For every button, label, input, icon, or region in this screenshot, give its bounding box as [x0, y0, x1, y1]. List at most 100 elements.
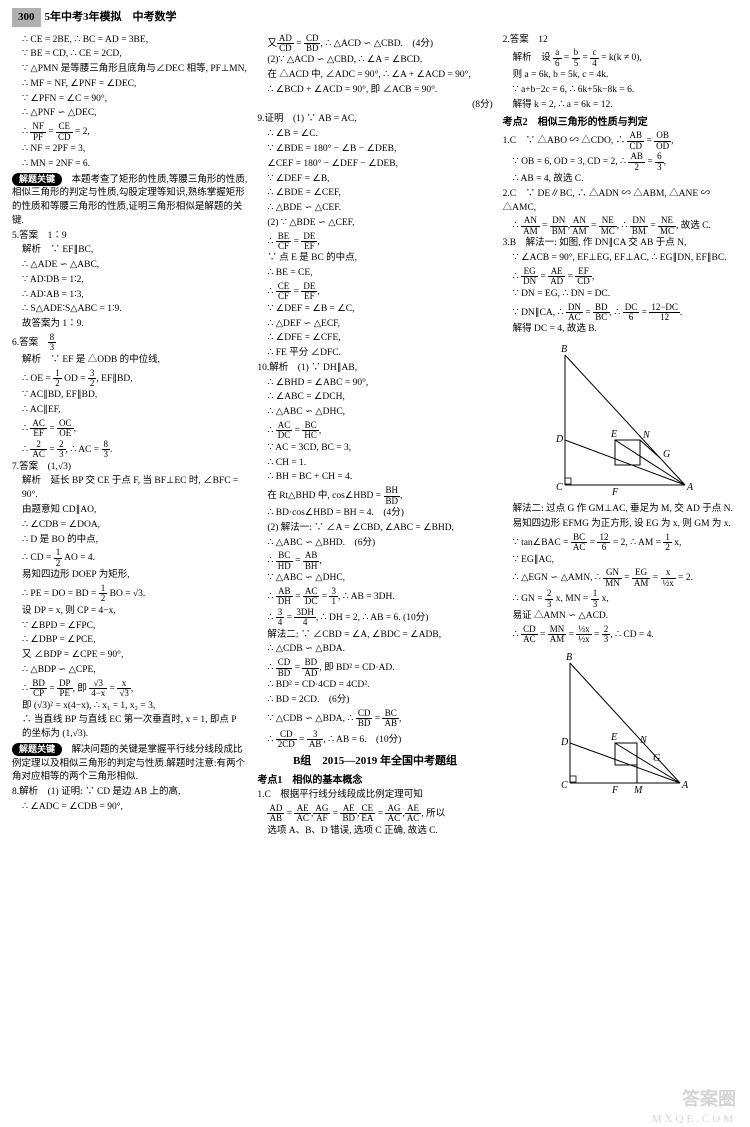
text-line: ∵ DN = EG, ∴ DN = DC.: [503, 288, 738, 302]
text-line: ∴ BCHD = ABBH,: [257, 551, 492, 571]
text-line: ADAB = AEAC,AGAF = AEBD,CEEA = AGAC,AEAC…: [257, 804, 492, 824]
text-line: ∴ BDCP = DPPE, 即 √34−x = x√3,: [12, 679, 247, 699]
page-header: 300 5年中考3年模拟 中考数学: [12, 8, 738, 27]
text-line: ∴ BE = CE,: [257, 267, 492, 281]
svg-text:E: E: [610, 429, 617, 440]
text-line: ∴ ∠BCD + ∠ACD = 90°, 即 ∠ACB = 90°.: [257, 84, 492, 98]
text-line: ∴ D 是 BO 的中点,: [12, 534, 247, 548]
text-line: ∴ ACEF = OCOE,: [12, 419, 247, 439]
text-line: 选项 A、B、D 错误, 选项 C 正确, 故选 C.: [257, 825, 492, 839]
text-line: ∵ AC∥BD, EF∥BD,: [12, 389, 247, 403]
text-line: 又 ∠BDP = ∠CPE = 90°,: [12, 649, 247, 663]
text-line: 在 Rt△BHD 中, cos∠HBD = BHBD,: [257, 486, 492, 506]
text-line: 1.C ∵ △ABO ∽ △CDO, ∴ ABCD = OBOD,: [503, 131, 738, 151]
text-line: ∴ CDBD = BDAD, 即 BD² = CD·AD.: [257, 658, 492, 678]
text-line: ∴ CDAC = MNAM = ⅓x½x = 23, ∴ CD = 4.: [503, 625, 738, 645]
svg-text:M: M: [633, 785, 643, 796]
triangle-diagram-1: B C A D E N G F: [535, 340, 705, 500]
text-line: ∴ NFPF = CECD = 2,: [12, 122, 247, 142]
svg-text:G: G: [663, 449, 670, 460]
text-line: (8分): [257, 99, 492, 113]
text-line: 解法二: ∵ ∠CBD = ∠A, ∠BDC = ∠ADB,: [257, 629, 492, 643]
text-line: ∴ ∠DBP = ∠PCE,: [12, 634, 247, 648]
text-line: ∴ △BDP ∽ △CPE,: [12, 664, 247, 678]
text-line: 则 a = 6k, b = 5k, c = 4k.: [503, 69, 738, 83]
text-line: ∴ FE 平分 ∠DFC.: [257, 347, 492, 361]
text-line: ∵ △PMN 是等腰三角形且底角与∠DEC 相等, PF⊥MN,: [12, 63, 247, 77]
text-line: 解析 延长 BP 交 CE 于点 F, 当 BF⊥EC 时, ∠BFC = 90…: [12, 475, 247, 503]
svg-text:G: G: [653, 753, 660, 764]
svg-text:D: D: [560, 737, 569, 748]
text-line: 解析 ∵ EF∥BC,: [12, 244, 247, 258]
text-line: ∵ EG∥AC,: [503, 554, 738, 568]
text-line: ∴ CD2CD = 3AB, ∴ AB = 6. (10分): [257, 730, 492, 750]
text-line: 解得 DC = 4, 故选 B.: [503, 323, 738, 337]
text-line: ∴ AB = 4, 故选 C.: [503, 173, 738, 187]
page-number: 300: [12, 8, 41, 27]
text-line: ∴ △ABC ∽ △BHD. (6分): [257, 537, 492, 551]
answer-label: 2.答案 12: [503, 34, 738, 48]
svg-text:B: B: [566, 652, 572, 663]
text-line: ∵ △ABC ∽ △DHC,: [257, 572, 492, 586]
tag-line: 解题关键 解决问题的关键是掌握平行线分线段成比例定理以及相似三角形的判定与性质.…: [12, 743, 247, 785]
answer-label: 6.答案 83: [12, 333, 247, 353]
text-line: (2) 解法一: ∵ ∠A = ∠CBD, ∠ABC = ∠BHD,: [257, 522, 492, 536]
answer-label: 7.答案 (1,√3): [12, 461, 247, 475]
text-line: ∴ △DEF ∽ △ECF,: [257, 318, 492, 332]
text-line: ∵ BE = CD, ∴ CE = 2CD,: [12, 48, 247, 62]
key-tag: 解题关键: [12, 743, 62, 756]
text-line: ∴ CECF = DEEF,: [257, 282, 492, 302]
text-line: ∵ △CDB ∽ △BDA, ∴ CDBD = BCAB,: [257, 709, 492, 729]
text-line: ∵ ∠PFN = ∠C = 90°,: [12, 93, 247, 107]
text-line: ∴ AD∶AB = 1∶3,: [12, 289, 247, 303]
text-line: 1.C 根据平行线分线段成比例定理可知: [257, 789, 492, 803]
text-line: 解法二: 过点 G 作 GM⊥AC, 垂足为 M, 交 AD 于点 N.: [503, 503, 738, 517]
text-line: ∴ 当直线 BP 与直线 EC 第一次垂直时, x = 1, 即点 P 的坐标为…: [12, 714, 247, 742]
text-line: ∵ tan∠BAC = BCAC = 126 = 2, ∴ AM = 12 x,: [503, 533, 738, 553]
text-line: ∵ ∠DEF = ∠B,: [257, 173, 492, 187]
text-line: ∴ ∠CDB = ∠DOA,: [12, 519, 247, 533]
text-line: ∴ △BDE ∽ △CEF.: [257, 202, 492, 216]
text-line: 解析 设 a6 = b5 = c4 = k(k ≠ 0),: [503, 48, 738, 68]
watermark-icon: 答案圈: [682, 1086, 736, 1113]
watermark-url: MXQE.COM: [652, 1111, 736, 1127]
svg-text:N: N: [639, 735, 648, 746]
text-line: ∴ CH = 1.: [257, 457, 492, 471]
text-line: ∴ GN = 23 x, MN = 13 x,: [503, 589, 738, 609]
text-line: ∵ a+b−2c = 6, ∴ 6k+5k−8k = 6.: [503, 84, 738, 98]
text-line: ∴ △EGN ∽ △AMN, ∴ GNMN = EGAM = x½x = 2.: [503, 568, 738, 588]
text-line: ∵ ∠DEF = ∠B = ∠C,: [257, 303, 492, 317]
column-3: 2.答案 12 解析 设 a6 = b5 = c4 = k(k ≠ 0), 则 …: [503, 33, 738, 840]
text-line: ∴ PE = DO = BD = 12 BO = √3.: [12, 584, 247, 604]
text-line: (2) ∵ △BDE ∽ △CEF,: [257, 217, 492, 231]
text-line: ∴ CD = 12 AO = 4.: [12, 548, 247, 568]
text-line: ∴ △PNF ∽ △DEC,: [12, 107, 247, 121]
three-column-layout: ∴ CE = 2BE, ∴ BC = AD = 3BE, ∵ BE = CD, …: [12, 33, 738, 840]
text-line: ∴ ∠BDE = ∠CEF,: [257, 187, 492, 201]
text-line: ∴ ANAM = DNBM,ANAM = NEMC, ∴ DNBM = NEMC…: [503, 216, 738, 236]
text-line: 解析 ∵ EF 是 △ODB 的中位线,: [12, 354, 247, 368]
svg-text:A: A: [681, 780, 689, 791]
text-line: ∴ NF = 2PF = 3,: [12, 143, 247, 157]
text-line: ∴ △ABC ∽ △DHC,: [257, 406, 492, 420]
column-1: ∴ CE = 2BE, ∴ BC = AD = 3BE, ∵ BE = CD, …: [12, 33, 247, 840]
text-line: ∴ OE = 12 OD = 32, EF∥BD,: [12, 369, 247, 389]
text-line: ∴ BD·cos∠HBD = BH = 4. (4分): [257, 507, 492, 521]
text-line: ∴ ∠ADC = ∠CDB = 90°,: [12, 801, 247, 815]
text-line: 解得 k = 2, ∴ a = 6k = 12.: [503, 99, 738, 113]
text-line: 易证 △AMN ∽ △ACD.: [503, 610, 738, 624]
text-line: 2.C ∵ DE∥BC, ∴ △ADN ∽ △ABM, △ANE ∽ △AMC,: [503, 188, 738, 216]
subsection-heading: 考点2 相似三角形的性质与判定: [503, 115, 738, 130]
text-line: ∴ BD² = CD·4CD = 4CD².: [257, 679, 492, 693]
triangle-diagram-2: B C A D E N G F M: [535, 648, 705, 798]
text-line: ∴ S△ADE∶S△ABC = 1∶9.: [12, 303, 247, 317]
svg-text:F: F: [611, 785, 619, 796]
svg-text:N: N: [642, 430, 651, 441]
text-line: ∴ MF = NF, ∠PNF = ∠DEC,: [12, 78, 247, 92]
text-line: 设 DP = x, 则 CP = 4−x,: [12, 605, 247, 619]
answer-label: 5.答案 1∶9: [12, 230, 247, 244]
text-line: ∴ AC∥EF,: [12, 404, 247, 418]
text-line: ∵ ∠BPD = ∠FPC,: [12, 620, 247, 634]
text-line: ∵ OB = 6, OD = 3, CD = 2, ∴ AB2 = 63,: [503, 152, 738, 172]
text-line: ∴ CE = 2BE, ∴ BC = AD = 3BE,: [12, 34, 247, 48]
